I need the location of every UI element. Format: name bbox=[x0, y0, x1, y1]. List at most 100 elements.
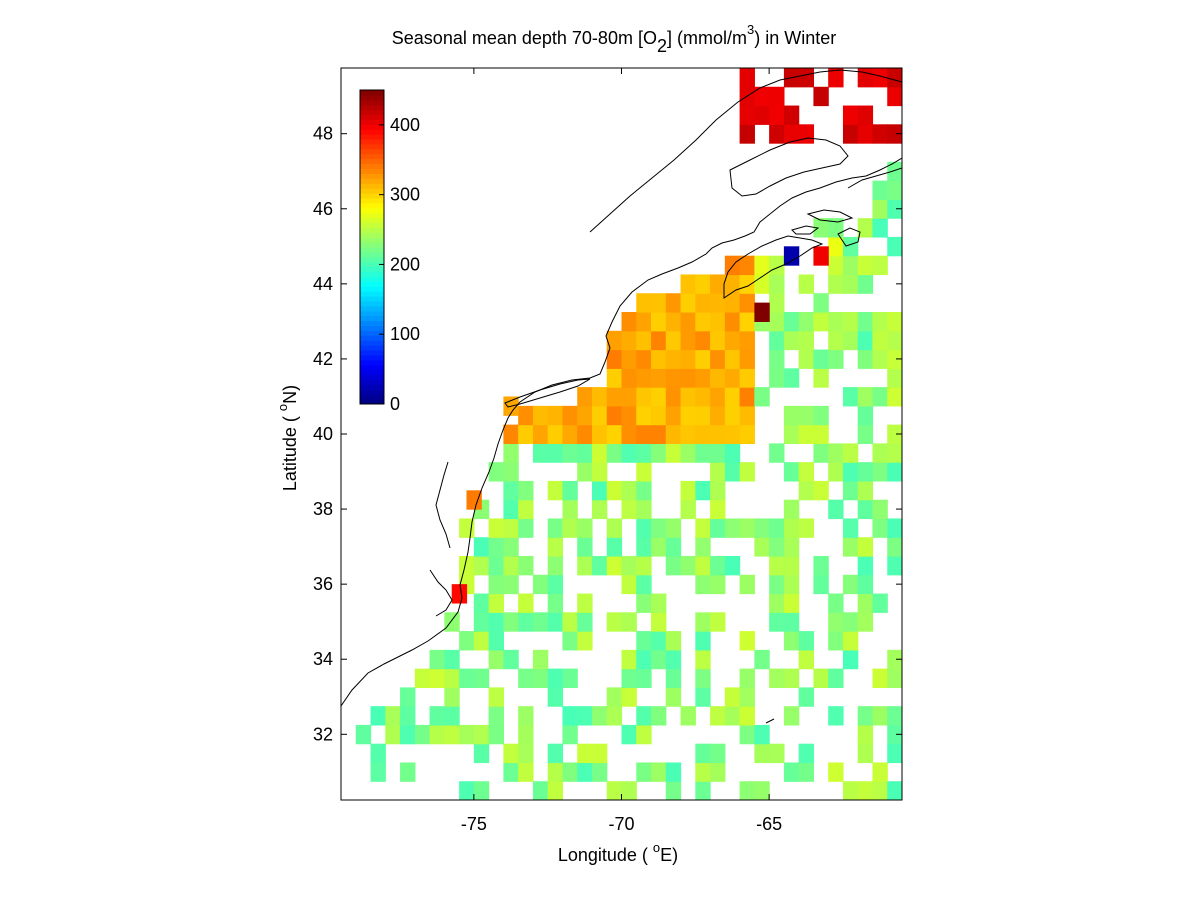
data-cell bbox=[710, 499, 726, 520]
colorbar-swatch bbox=[360, 207, 384, 214]
data-cell bbox=[798, 424, 815, 444]
data-cell bbox=[769, 593, 785, 613]
data-cell bbox=[651, 368, 667, 388]
data-cell bbox=[813, 405, 829, 426]
data-cell bbox=[754, 649, 770, 670]
y-axis: 32 34 36 38 40 42 44 46 48 bbox=[313, 124, 902, 744]
data-cell bbox=[577, 518, 593, 538]
colorbar-swatch bbox=[360, 124, 384, 130]
colorbar-swatch bbox=[360, 354, 384, 361]
data-cell bbox=[488, 537, 504, 557]
data-cell bbox=[798, 649, 815, 670]
data-cell bbox=[577, 537, 593, 557]
data-cell bbox=[710, 574, 726, 595]
data-cell bbox=[547, 668, 564, 688]
data-cell bbox=[547, 480, 564, 501]
data-cell bbox=[621, 649, 637, 670]
data-cell bbox=[385, 724, 401, 745]
data-cell bbox=[813, 668, 829, 688]
data-cell bbox=[842, 330, 859, 351]
data-cell bbox=[562, 518, 578, 538]
data-cell bbox=[591, 743, 608, 764]
data-cell bbox=[459, 556, 475, 576]
colorbar-swatch bbox=[360, 271, 384, 277]
data-cell bbox=[769, 368, 785, 388]
data-cell bbox=[724, 424, 741, 444]
colorbar-swatch bbox=[360, 232, 384, 238]
colorbar-swatch bbox=[360, 163, 384, 169]
y-tick-label: 34 bbox=[313, 649, 333, 669]
data-cell bbox=[798, 349, 815, 369]
data-cell bbox=[724, 556, 741, 576]
data-cell bbox=[724, 293, 741, 313]
data-cell bbox=[621, 443, 637, 463]
data-cell bbox=[887, 349, 902, 369]
data-cell bbox=[739, 687, 755, 707]
data-cell bbox=[680, 424, 696, 444]
data-cell bbox=[872, 443, 888, 463]
data-cell bbox=[606, 368, 623, 388]
colorbar-swatch bbox=[360, 296, 384, 302]
data-cell bbox=[429, 649, 445, 670]
data-cell bbox=[857, 405, 874, 426]
data-cell bbox=[547, 743, 564, 764]
data-cell bbox=[488, 518, 504, 538]
data-cell bbox=[710, 518, 726, 538]
data-cell bbox=[695, 781, 711, 800]
data-cell bbox=[562, 612, 578, 632]
coastline-newfoundland bbox=[847, 167, 902, 189]
data-cell bbox=[710, 556, 726, 576]
data-cell bbox=[783, 405, 800, 426]
coastline-pamlico bbox=[429, 569, 453, 617]
data-cell bbox=[488, 724, 504, 745]
data-cell bbox=[591, 387, 608, 407]
data-cell bbox=[532, 612, 549, 632]
coastline bbox=[341, 69, 902, 724]
data-cell bbox=[606, 612, 623, 632]
colorbar-swatch bbox=[360, 119, 384, 125]
data-cell bbox=[739, 274, 755, 294]
data-cell bbox=[518, 405, 534, 426]
colorbar-swatch bbox=[360, 134, 384, 140]
data-cell bbox=[518, 499, 534, 520]
data-cell bbox=[842, 781, 859, 800]
data-cell bbox=[783, 593, 800, 613]
data-cell bbox=[577, 631, 593, 651]
data-cell bbox=[872, 706, 888, 726]
data-cell bbox=[857, 781, 874, 800]
data-cell bbox=[695, 537, 711, 557]
data-cell bbox=[577, 593, 593, 613]
data-cell bbox=[577, 556, 593, 576]
data-cell bbox=[473, 781, 490, 800]
data-cell bbox=[798, 462, 815, 482]
data-cell bbox=[606, 556, 623, 576]
data-cell bbox=[532, 668, 549, 688]
data-cell bbox=[488, 649, 504, 670]
data-cell bbox=[828, 612, 844, 632]
data-cell bbox=[606, 706, 623, 726]
colorbar-tick-label: 200 bbox=[390, 254, 420, 274]
data-cell bbox=[636, 574, 652, 595]
data-cell bbox=[887, 236, 902, 257]
data-cell bbox=[651, 518, 667, 538]
data-cell bbox=[577, 387, 593, 407]
data-cell bbox=[724, 274, 741, 294]
data-cell bbox=[857, 612, 874, 632]
data-cell bbox=[813, 349, 829, 369]
colorbar-swatch bbox=[360, 242, 384, 248]
data-cell bbox=[385, 706, 401, 726]
data-cell bbox=[488, 631, 504, 651]
data-cell bbox=[754, 387, 770, 407]
data-cell bbox=[857, 556, 874, 576]
data-cell bbox=[400, 724, 416, 745]
colorbar-swatch bbox=[360, 109, 384, 116]
data-cell bbox=[636, 387, 652, 407]
data-cell bbox=[769, 274, 785, 294]
data-cell bbox=[562, 499, 578, 520]
colorbar-swatch bbox=[360, 315, 384, 322]
data-cell bbox=[680, 556, 696, 576]
data-cell bbox=[606, 387, 623, 407]
data-cell bbox=[710, 368, 726, 388]
data-cell bbox=[695, 405, 711, 426]
data-cell bbox=[769, 668, 785, 688]
